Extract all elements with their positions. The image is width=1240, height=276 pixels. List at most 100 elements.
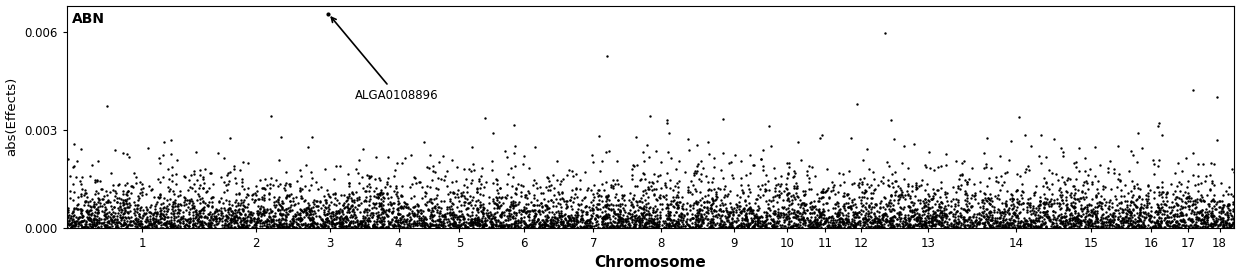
Point xyxy=(646,197,666,201)
Point xyxy=(377,191,397,196)
Point xyxy=(926,219,946,223)
Point xyxy=(919,211,939,215)
Point xyxy=(874,212,894,217)
Point xyxy=(657,201,677,206)
Point xyxy=(77,214,97,219)
Point xyxy=(1097,217,1117,222)
Point xyxy=(417,216,436,221)
Point xyxy=(537,215,557,219)
Point xyxy=(1148,216,1168,220)
Point xyxy=(625,223,645,227)
Point xyxy=(1133,210,1153,214)
Point xyxy=(738,224,758,229)
Point xyxy=(388,206,408,210)
Point xyxy=(71,181,91,186)
Point xyxy=(740,216,760,221)
Point xyxy=(739,186,759,191)
Point xyxy=(625,216,645,221)
Point xyxy=(1221,224,1240,228)
Point xyxy=(260,209,280,214)
Point xyxy=(1193,221,1213,225)
Point xyxy=(786,213,806,217)
Point xyxy=(181,185,201,190)
Point xyxy=(114,222,134,227)
Point xyxy=(505,190,525,195)
Point xyxy=(357,207,377,211)
Point xyxy=(270,212,290,217)
Point xyxy=(78,210,98,214)
Point xyxy=(1167,212,1187,217)
Point xyxy=(578,187,598,192)
Point xyxy=(1177,196,1197,200)
Point xyxy=(547,221,567,225)
Point xyxy=(281,192,301,196)
Point xyxy=(1024,191,1044,196)
Point xyxy=(842,206,862,210)
Point xyxy=(185,222,205,226)
Point xyxy=(185,221,205,225)
Point xyxy=(387,217,407,222)
Point xyxy=(521,222,541,226)
Point xyxy=(903,189,923,193)
Point xyxy=(505,224,525,228)
Point xyxy=(977,214,997,219)
Point xyxy=(1012,182,1032,186)
Point xyxy=(843,223,863,228)
Point xyxy=(453,216,472,221)
Point xyxy=(630,178,650,182)
Point xyxy=(1131,223,1151,228)
Point xyxy=(636,222,656,226)
Point xyxy=(61,214,81,218)
Point xyxy=(463,144,482,149)
Point xyxy=(978,217,998,221)
Point xyxy=(909,184,929,189)
Point xyxy=(63,223,83,227)
Point xyxy=(1218,192,1238,197)
Point xyxy=(525,195,544,200)
Point xyxy=(498,207,518,212)
Point xyxy=(469,221,489,226)
Point xyxy=(955,158,975,163)
Point xyxy=(925,168,945,172)
Point xyxy=(973,220,993,225)
Point xyxy=(341,196,361,201)
Point xyxy=(773,198,792,202)
Point xyxy=(951,206,971,210)
Point xyxy=(598,203,618,207)
Point xyxy=(593,205,613,209)
Point xyxy=(82,219,102,224)
Point xyxy=(1043,221,1063,225)
Point xyxy=(910,215,930,219)
Point xyxy=(150,208,170,213)
Point xyxy=(1007,214,1027,218)
Point xyxy=(246,198,265,202)
Point xyxy=(269,224,289,229)
Point xyxy=(760,214,780,219)
Point xyxy=(849,219,869,223)
Point xyxy=(601,225,621,230)
Point xyxy=(197,202,217,207)
Point xyxy=(745,214,765,219)
Point xyxy=(789,202,808,206)
Point xyxy=(655,195,675,199)
Point xyxy=(443,201,463,205)
Point xyxy=(1198,224,1218,228)
Point xyxy=(356,199,376,204)
Point xyxy=(756,225,776,230)
Point xyxy=(195,166,215,171)
Point xyxy=(86,178,105,182)
Point xyxy=(900,196,920,200)
Point xyxy=(711,224,730,228)
Point xyxy=(893,225,913,229)
Point xyxy=(921,216,941,220)
Point xyxy=(713,222,733,227)
Point xyxy=(228,225,248,229)
Point xyxy=(722,209,742,214)
Point xyxy=(791,198,811,203)
Point xyxy=(1106,197,1126,201)
Point xyxy=(615,217,635,221)
Point xyxy=(198,212,218,216)
Point xyxy=(82,222,102,227)
Point xyxy=(750,219,770,224)
Point xyxy=(604,214,624,218)
